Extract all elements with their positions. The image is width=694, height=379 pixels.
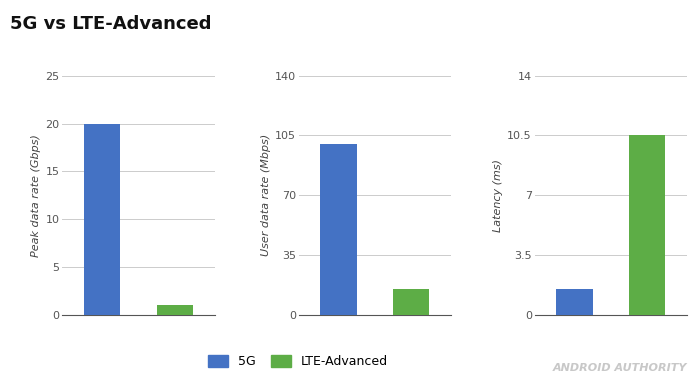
Text: 5G vs LTE-Advanced: 5G vs LTE-Advanced: [10, 15, 212, 33]
Bar: [84, 124, 121, 315]
Y-axis label: User data rate (Mbps): User data rate (Mbps): [260, 134, 271, 256]
Bar: [557, 289, 593, 315]
Bar: [321, 144, 357, 315]
Y-axis label: Latency (ms): Latency (ms): [493, 159, 503, 232]
Text: ANDROID AUTHORITY: ANDROID AUTHORITY: [552, 363, 687, 373]
Bar: [157, 305, 193, 315]
Bar: [629, 136, 666, 315]
Legend: 5G, LTE-Advanced: 5G, LTE-Advanced: [206, 353, 391, 371]
Y-axis label: Peak data rate (Gbps): Peak data rate (Gbps): [31, 134, 42, 257]
Bar: [393, 289, 429, 315]
